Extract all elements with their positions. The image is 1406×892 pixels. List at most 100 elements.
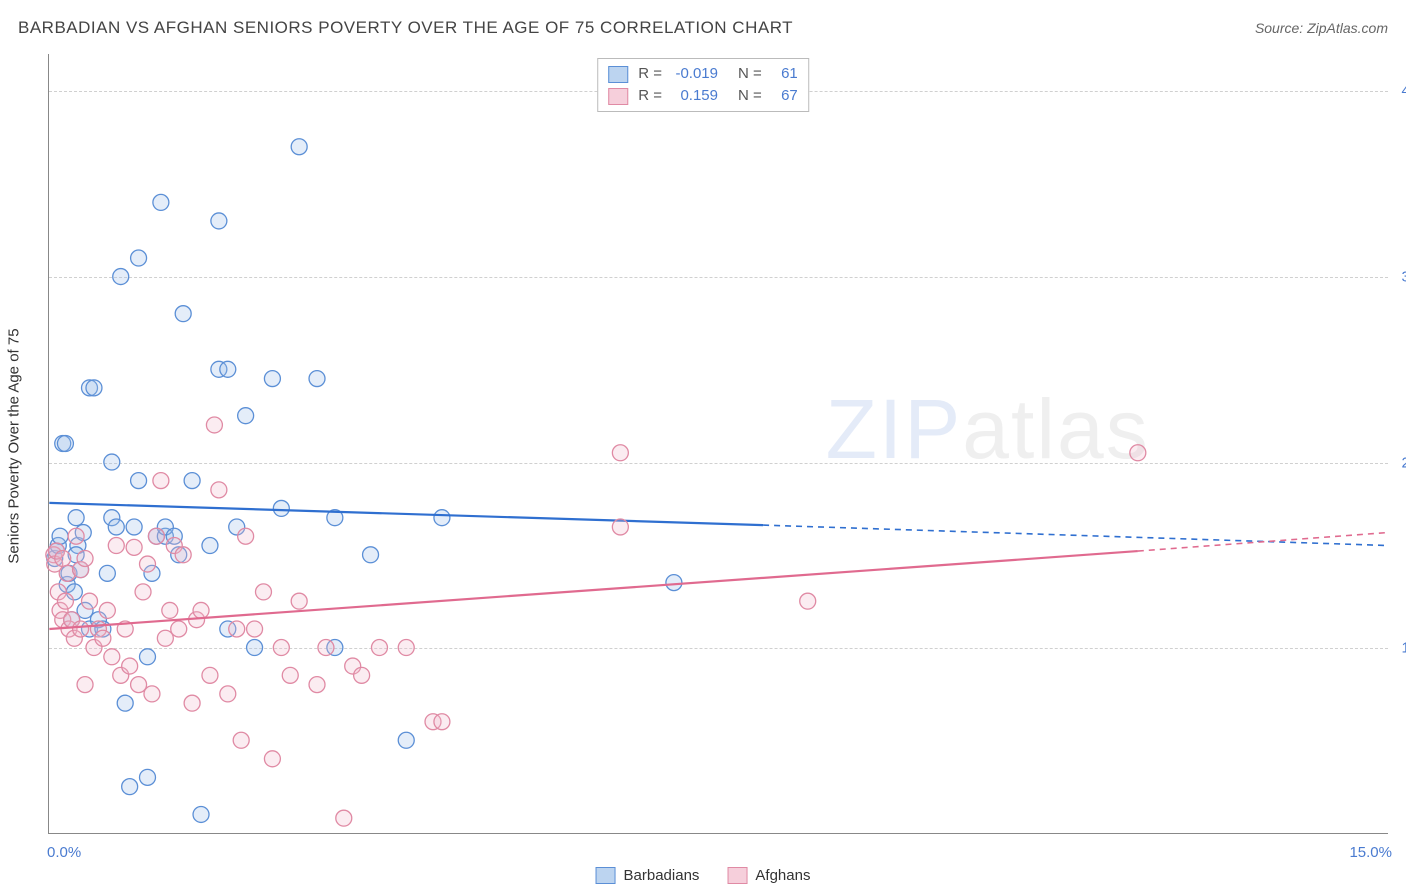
legend-stats: R = -0.019 N = 61 R = 0.159 N = 67: [597, 58, 809, 112]
data-point: [666, 575, 682, 591]
y-tick-label: 10.0%: [1392, 640, 1406, 657]
data-point: [220, 361, 236, 377]
legend-stats-row: R = -0.019 N = 61: [608, 63, 798, 85]
data-point: [202, 667, 218, 683]
data-point: [148, 528, 164, 544]
y-tick-label: 40.0%: [1392, 83, 1406, 100]
data-point: [122, 658, 138, 674]
r-label: R =: [638, 63, 662, 85]
data-point: [57, 593, 73, 609]
y-axis-label: Seniors Poverty Over the Age of 75: [6, 328, 23, 563]
data-point: [108, 519, 124, 535]
r-value: 0.159: [670, 85, 718, 107]
data-point: [73, 621, 89, 637]
data-point: [184, 695, 200, 711]
x-tick-label: 15.0%: [1349, 844, 1392, 861]
legend-swatch: [608, 66, 628, 83]
trend-line-extrapolated: [1138, 533, 1388, 552]
data-point: [247, 640, 263, 656]
data-point: [202, 538, 218, 554]
data-point: [68, 528, 84, 544]
data-point: [336, 810, 352, 826]
n-label: N =: [738, 63, 762, 85]
data-point: [434, 510, 450, 526]
data-point: [273, 640, 289, 656]
plot-svg: [49, 54, 1388, 833]
r-label: R =: [638, 85, 662, 107]
data-point: [291, 139, 307, 155]
data-point: [206, 417, 222, 433]
data-point: [309, 371, 325, 387]
legend-series-item: Barbadians: [596, 867, 700, 884]
data-point: [175, 547, 191, 563]
data-point: [282, 667, 298, 683]
n-label: N =: [738, 85, 762, 107]
data-point: [135, 584, 151, 600]
data-point: [153, 194, 169, 210]
data-point: [52, 528, 68, 544]
data-point: [247, 621, 263, 637]
data-point: [95, 630, 111, 646]
data-point: [612, 445, 628, 461]
data-point: [55, 551, 71, 567]
n-value: 67: [770, 85, 798, 107]
data-point: [193, 806, 209, 822]
data-point: [193, 602, 209, 618]
data-point: [264, 751, 280, 767]
data-point: [354, 667, 370, 683]
data-point: [363, 547, 379, 563]
data-point: [144, 686, 160, 702]
data-point: [220, 686, 236, 702]
y-tick-label: 20.0%: [1392, 454, 1406, 471]
data-point: [309, 677, 325, 693]
legend-swatch: [727, 867, 747, 884]
data-point: [104, 649, 120, 665]
data-point: [612, 519, 628, 535]
legend-series-label: Barbadians: [624, 867, 700, 884]
data-point: [398, 640, 414, 656]
data-point: [140, 556, 156, 572]
legend-series-item: Afghans: [727, 867, 810, 884]
chart-title: BARBADIAN VS AFGHAN SENIORS POVERTY OVER…: [18, 18, 793, 38]
data-point: [117, 695, 133, 711]
trend-line: [49, 503, 763, 525]
data-point: [171, 621, 187, 637]
data-point: [800, 593, 816, 609]
data-point: [273, 500, 289, 516]
data-point: [238, 408, 254, 424]
data-point: [68, 510, 84, 526]
data-point: [291, 593, 307, 609]
data-point: [113, 269, 129, 285]
data-point: [131, 473, 147, 489]
data-point: [434, 714, 450, 730]
data-point: [371, 640, 387, 656]
data-point: [99, 602, 115, 618]
source-attribution: Source: ZipAtlas.com: [1255, 20, 1388, 36]
data-point: [126, 519, 142, 535]
x-tick-label: 0.0%: [47, 844, 81, 861]
data-point: [255, 584, 271, 600]
trend-line-extrapolated: [763, 525, 1388, 545]
data-point: [122, 779, 138, 795]
data-point: [229, 621, 245, 637]
data-point: [57, 436, 73, 452]
data-point: [238, 528, 254, 544]
data-point: [1130, 445, 1146, 461]
data-point: [162, 602, 178, 618]
legend-swatch: [596, 867, 616, 884]
data-point: [82, 593, 98, 609]
r-value: -0.019: [670, 63, 718, 85]
legend-swatch: [608, 88, 628, 105]
data-point: [131, 250, 147, 266]
data-point: [86, 380, 102, 396]
data-point: [140, 769, 156, 785]
n-value: 61: [770, 63, 798, 85]
y-tick-label: 30.0%: [1392, 268, 1406, 285]
data-point: [126, 539, 142, 555]
data-point: [264, 371, 280, 387]
data-point: [153, 473, 169, 489]
data-point: [77, 677, 93, 693]
title-bar: BARBADIAN VS AFGHAN SENIORS POVERTY OVER…: [18, 18, 1388, 38]
legend-series: Barbadians Afghans: [596, 867, 811, 884]
correlation-chart: BARBADIAN VS AFGHAN SENIORS POVERTY OVER…: [0, 0, 1406, 892]
